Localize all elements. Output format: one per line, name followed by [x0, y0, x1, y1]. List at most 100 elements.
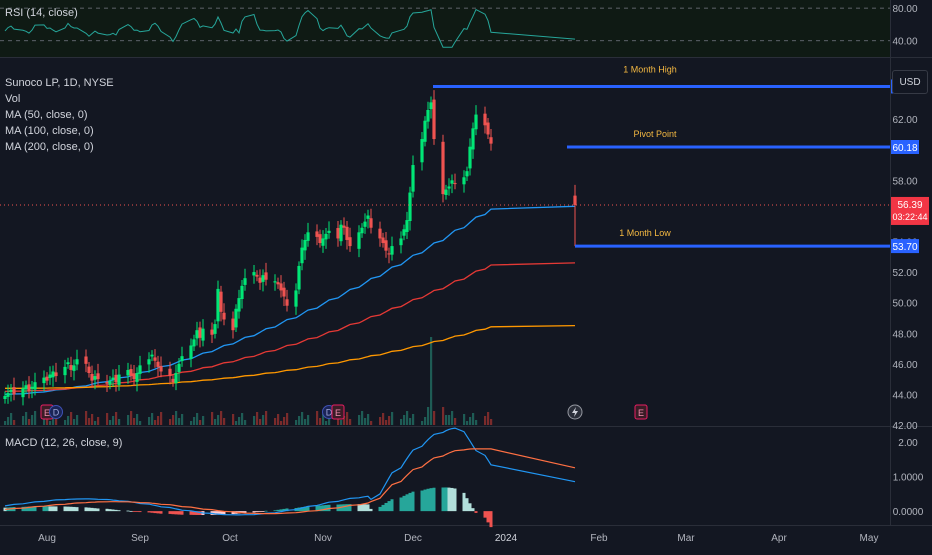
volume-bar: [148, 417, 151, 425]
candle-body: [66, 362, 70, 365]
volume-bar: [70, 412, 73, 425]
candle-body: [132, 373, 136, 380]
volume-bar: [154, 420, 157, 425]
volume-bar: [76, 415, 79, 425]
candle-body: [384, 240, 388, 251]
volume-bar: [22, 416, 25, 425]
macd-histogram-bar: [363, 504, 367, 512]
volume-bar: [412, 414, 415, 425]
candle-body: [426, 109, 430, 122]
level-label[interactable]: 1 Month High: [623, 64, 677, 74]
macd-histogram-bar: [381, 504, 385, 512]
ma100-legend-label[interactable]: MA (100, close, 0): [5, 125, 94, 137]
candle-body: [432, 99, 436, 140]
rsi-pane-bg: [0, 0, 890, 57]
volume-bar: [391, 412, 394, 425]
volume-bar: [91, 414, 94, 425]
earnings-icon[interactable]: [331, 404, 345, 420]
price-axis-level-badge: [891, 139, 919, 154]
volume-bar: [10, 413, 13, 425]
level-label[interactable]: 1 Month Low: [619, 228, 671, 238]
price-axis-tick: 46.00: [892, 360, 917, 371]
ma200-legend-label[interactable]: MA (200, close, 0): [5, 141, 94, 153]
candle-body: [168, 368, 172, 377]
volume-bar: [217, 415, 220, 425]
volume-bar: [328, 417, 331, 425]
price-axis-tick: 50.00: [892, 299, 917, 310]
volume-bar: [388, 416, 391, 425]
macd-histogram-bar: [147, 511, 151, 513]
volume-legend-label[interactable]: Vol: [5, 93, 21, 105]
rsi-axis-tick: 40.00: [892, 37, 917, 48]
volume-bar: [295, 420, 298, 425]
candle-body: [336, 228, 340, 239]
macd-histogram-bar: [51, 506, 55, 512]
macd-histogram-bar: [174, 511, 178, 515]
macd-legend-label[interactable]: MACD (12, 26, close, 9): [5, 437, 123, 449]
volume-bar: [157, 416, 160, 425]
macd-histogram-bar: [33, 506, 37, 512]
time-axis-tick: Dec: [404, 533, 422, 544]
macd-histogram-bar: [426, 488, 430, 512]
earnings-icon[interactable]: [634, 404, 648, 420]
volume-bar: [106, 413, 109, 425]
candle-body: [69, 365, 73, 370]
macd-histogram-bar: [117, 510, 121, 512]
candle-body: [474, 114, 478, 130]
volume-bar: [472, 413, 475, 425]
price-axis-tick: 44.00: [892, 390, 917, 401]
price-axis-tick: 48.00: [892, 329, 917, 340]
volume-bar: [433, 411, 436, 425]
macd-histogram-bar: [171, 511, 175, 515]
macd-histogram-bar: [324, 505, 328, 512]
dividend-icon[interactable]: [49, 405, 63, 419]
macd-histogram-bar: [342, 504, 346, 512]
candle-body: [105, 381, 109, 384]
macd-histogram-bar: [378, 506, 382, 512]
time-axis-tick: Apr: [771, 533, 787, 544]
candle-body: [465, 171, 469, 177]
candle-body: [315, 231, 319, 237]
candle-body: [111, 377, 115, 380]
symbol-title[interactable]: Sunoco LP, 1D, NYSE: [5, 77, 114, 89]
candle-body: [24, 385, 28, 390]
macd-histogram-bar: [357, 504, 361, 512]
macd-histogram-bar: [258, 511, 262, 512]
volume-bar: [346, 412, 349, 425]
candle-body: [213, 324, 217, 334]
volume-bar: [133, 418, 136, 425]
candle-body: [471, 128, 475, 150]
candle-body: [402, 229, 406, 236]
macd-histogram-bar: [153, 511, 157, 514]
rsi-legend-label[interactable]: RSI (14, close): [5, 7, 78, 19]
volume-bar: [259, 419, 262, 425]
volume-bar: [265, 411, 268, 425]
candle-body: [321, 238, 325, 246]
volume-bar: [181, 414, 184, 425]
price-axis-level-badge: [891, 239, 919, 254]
volume-bar: [214, 419, 217, 425]
ma50-legend-label[interactable]: MA (50, close, 0): [5, 109, 88, 121]
macd-line: [4, 427, 576, 516]
earnings-marker-letter: E: [638, 408, 644, 418]
macd-histogram-bar: [111, 509, 115, 512]
candle-body: [261, 275, 265, 282]
macd-histogram-bar: [306, 506, 310, 512]
macd-signal-line: [4, 448, 576, 515]
currency-button[interactable]: USD: [892, 70, 928, 94]
candle-body: [450, 180, 454, 184]
volume-bar: [430, 337, 433, 425]
macd-histogram-bar: [300, 507, 304, 512]
macd-histogram-bar: [21, 506, 25, 512]
candle-body: [447, 186, 451, 189]
level-label[interactable]: Pivot Point: [633, 129, 677, 139]
volume-bar: [232, 414, 235, 425]
macd-histogram-bar: [93, 508, 97, 512]
macd-histogram-bar: [216, 511, 220, 515]
volume-bar: [151, 413, 154, 425]
volume-bar: [178, 418, 181, 425]
dividend-marker-letter: D: [326, 408, 333, 418]
candle-body: [453, 183, 457, 185]
